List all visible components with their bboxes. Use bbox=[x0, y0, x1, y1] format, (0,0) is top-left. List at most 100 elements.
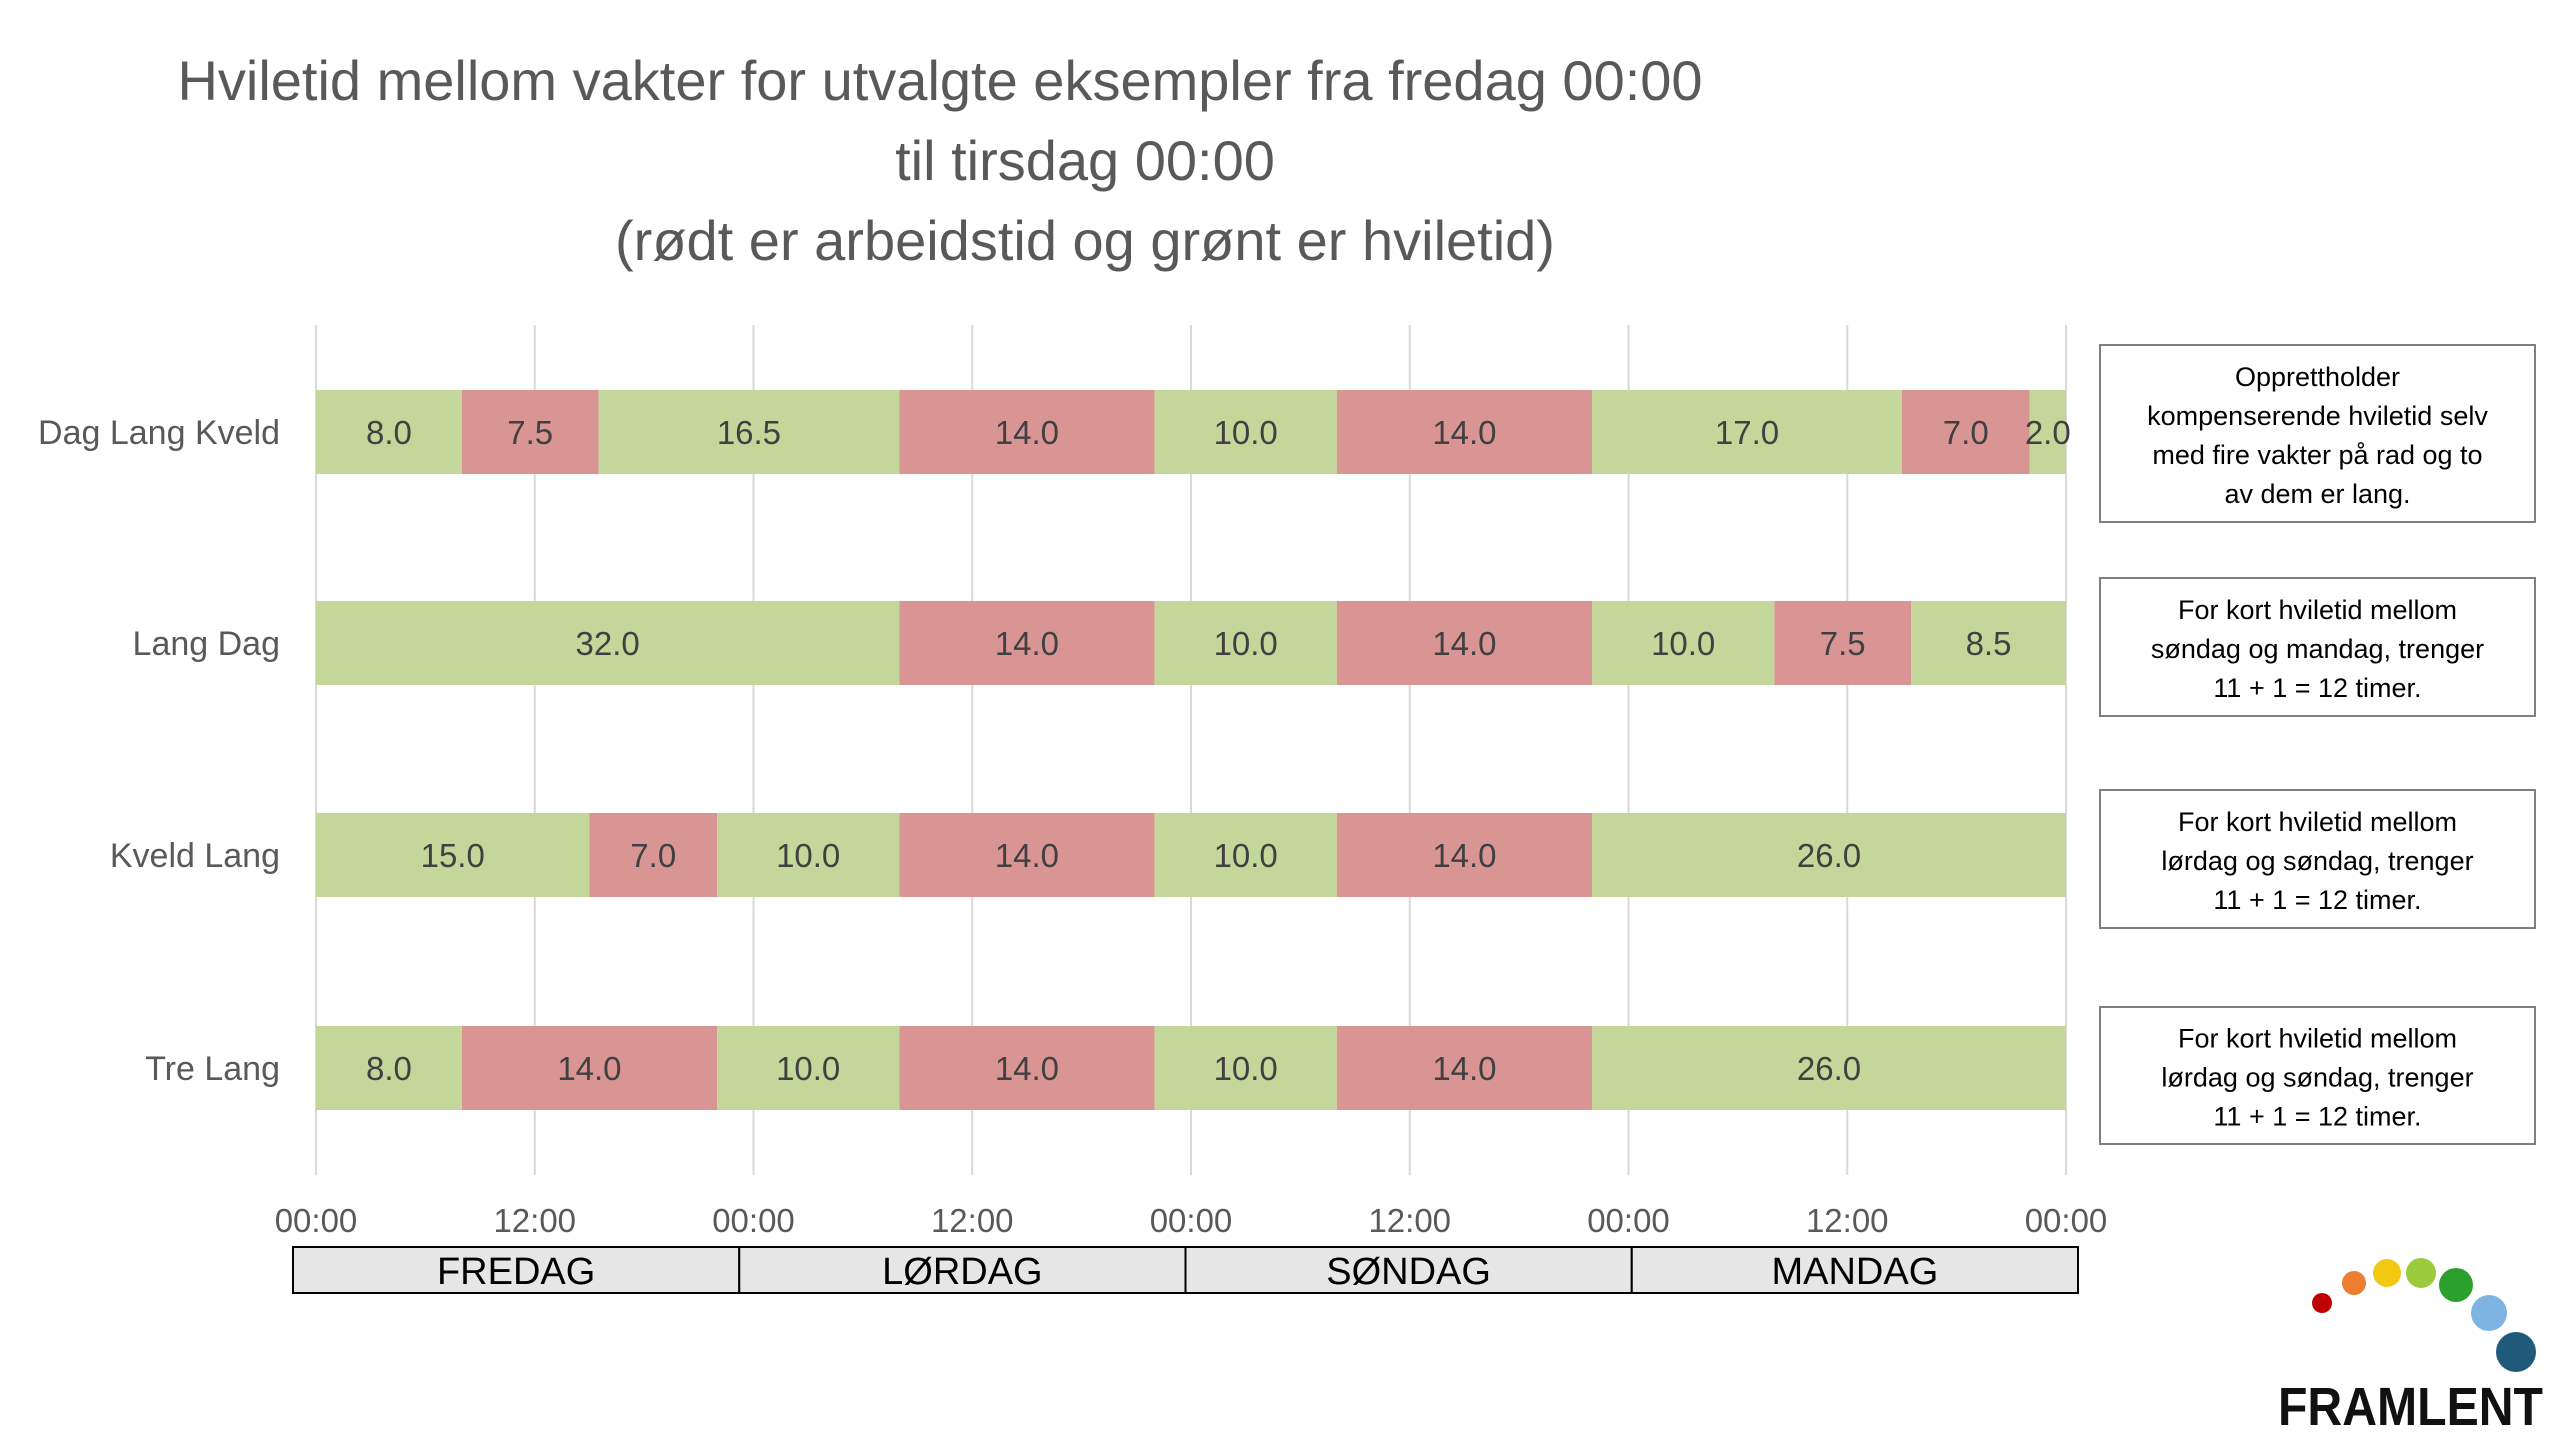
logo-dot bbox=[2342, 1271, 2366, 1295]
category-label: Tre Lang bbox=[145, 1050, 280, 1088]
work-segment bbox=[1774, 601, 1912, 685]
work-segment bbox=[589, 813, 718, 897]
rest-segment bbox=[316, 390, 462, 474]
x-tick-label: 00:00 bbox=[1150, 1202, 1233, 1239]
segment-value-label: 10.0 bbox=[1214, 625, 1278, 662]
segment-value-label: 16.5 bbox=[717, 414, 781, 451]
logo-dot bbox=[2373, 1259, 2401, 1287]
note-box bbox=[2099, 344, 2536, 523]
segment-value-label: 7.5 bbox=[1820, 625, 1866, 662]
work-segment bbox=[899, 813, 1155, 897]
note-text-line: søndag og mandag, trenger bbox=[2151, 634, 2484, 664]
x-tick-label: 00:00 bbox=[1587, 1202, 1670, 1239]
rest-segment bbox=[717, 1026, 900, 1110]
segment-value-label: 14.0 bbox=[1432, 414, 1496, 451]
rest-segment bbox=[598, 390, 900, 474]
note-text-line: med fire vakter på rad og to bbox=[2152, 440, 2482, 470]
x-tick-label: 12:00 bbox=[931, 1202, 1014, 1239]
logo-dot bbox=[2439, 1268, 2473, 1302]
note-text-line: kompenserende hviletid selv bbox=[2147, 401, 2488, 431]
segment-value-label: 26.0 bbox=[1797, 1050, 1861, 1087]
segment-value-label: 14.0 bbox=[995, 837, 1059, 874]
rest-segment bbox=[717, 813, 900, 897]
logo-text: FRAMLENT bbox=[2278, 1377, 2543, 1437]
segment-value-label: 17.0 bbox=[1715, 414, 1779, 451]
note-box bbox=[2099, 577, 2536, 717]
note-text-line: lørdag og søndag, trenger bbox=[2161, 846, 2473, 876]
day-cell bbox=[738, 1246, 1187, 1294]
segment-value-label: 15.0 bbox=[421, 837, 485, 874]
day-label: FREDAG bbox=[437, 1251, 595, 1293]
note-text-line: 11 + 1 = 12 timer. bbox=[2213, 885, 2421, 915]
rest-segment bbox=[316, 601, 900, 685]
segment-value-label: 7.5 bbox=[507, 414, 553, 451]
segment-value-label: 10.0 bbox=[1214, 837, 1278, 874]
category-label: Kveld Lang bbox=[110, 837, 280, 875]
x-tick-label: 12:00 bbox=[493, 1202, 576, 1239]
day-cell bbox=[292, 1246, 741, 1294]
segment-value-label: 14.0 bbox=[995, 625, 1059, 662]
rest-segment bbox=[1592, 813, 2066, 897]
segment-value-label: 26.0 bbox=[1797, 837, 1861, 874]
day-label: SØNDAG bbox=[1326, 1251, 1491, 1293]
day-label: MANDAG bbox=[1771, 1251, 1938, 1293]
chart-title-line: (rødt er arbeidstid og grønt er hviletid… bbox=[615, 209, 1555, 272]
rest-segment bbox=[1154, 390, 1337, 474]
segment-value-label: 14.0 bbox=[557, 1050, 621, 1087]
rest-segment bbox=[1592, 1026, 2066, 1110]
segment-value-label: 8.0 bbox=[366, 414, 412, 451]
segment-value-label: 7.0 bbox=[1943, 414, 1989, 451]
note-text-line: Opprettholder bbox=[2235, 362, 2400, 392]
day-cell bbox=[1184, 1246, 1633, 1294]
segment-value-label: 10.0 bbox=[776, 837, 840, 874]
segment-value-label: 7.0 bbox=[630, 837, 676, 874]
work-segment bbox=[1336, 1026, 1593, 1110]
rest-segment bbox=[1154, 1026, 1337, 1110]
rest-segment bbox=[2029, 390, 2066, 474]
segment-value-label: 14.0 bbox=[1432, 625, 1496, 662]
rest-segment bbox=[316, 813, 590, 897]
rest-segment bbox=[1592, 390, 1902, 474]
work-segment bbox=[1336, 601, 1593, 685]
work-segment bbox=[1336, 390, 1593, 474]
segment-value-label: 14.0 bbox=[1432, 1050, 1496, 1087]
day-label: LØRDAG bbox=[882, 1251, 1042, 1293]
note-text-line: lørdag og søndag, trenger bbox=[2161, 1062, 2473, 1092]
work-segment bbox=[899, 390, 1155, 474]
logo-dot bbox=[2471, 1295, 2507, 1331]
segment-value-label: 32.0 bbox=[576, 625, 640, 662]
day-cell bbox=[1630, 1246, 2079, 1294]
rest-segment bbox=[1592, 601, 1775, 685]
note-text-line: For kort hviletid mellom bbox=[2178, 595, 2457, 625]
x-tick-label: 00:00 bbox=[712, 1202, 795, 1239]
note-text-line: 11 + 1 = 12 timer. bbox=[2213, 673, 2421, 703]
work-segment bbox=[899, 1026, 1155, 1110]
segment-value-label: 14.0 bbox=[995, 1050, 1059, 1087]
segment-value-label: 2.0 bbox=[2025, 414, 2071, 451]
segment-value-label: 10.0 bbox=[1214, 414, 1278, 451]
rest-segment bbox=[1911, 601, 2066, 685]
note-text-line: For kort hviletid mellom bbox=[2178, 1023, 2457, 1053]
segment-value-label: 10.0 bbox=[1214, 1050, 1278, 1087]
work-segment bbox=[1901, 390, 2030, 474]
work-segment bbox=[461, 390, 599, 474]
work-segment bbox=[461, 1026, 718, 1110]
category-label: Lang Dag bbox=[133, 625, 280, 663]
work-segment bbox=[899, 601, 1155, 685]
note-text-line: For kort hviletid mellom bbox=[2178, 807, 2457, 837]
x-tick-label: 00:00 bbox=[275, 1202, 358, 1239]
note-box bbox=[2099, 1006, 2536, 1145]
segment-value-label: 14.0 bbox=[995, 414, 1059, 451]
note-text-line: av dem er lang. bbox=[2224, 479, 2410, 509]
x-tick-label: 12:00 bbox=[1806, 1202, 1889, 1239]
chart-title-line: til tirsdag 00:00 bbox=[895, 129, 1275, 192]
logo-dot bbox=[2496, 1332, 2536, 1372]
work-segment bbox=[1336, 813, 1593, 897]
logo-dot bbox=[2312, 1293, 2332, 1313]
segment-value-label: 8.0 bbox=[366, 1050, 412, 1087]
x-tick-label: 00:00 bbox=[2025, 1202, 2108, 1239]
note-text-line: 11 + 1 = 12 timer. bbox=[2213, 1101, 2421, 1131]
rest-segment bbox=[316, 1026, 462, 1110]
chart-title-line: Hviletid mellom vakter for utvalgte ekse… bbox=[177, 49, 1702, 112]
